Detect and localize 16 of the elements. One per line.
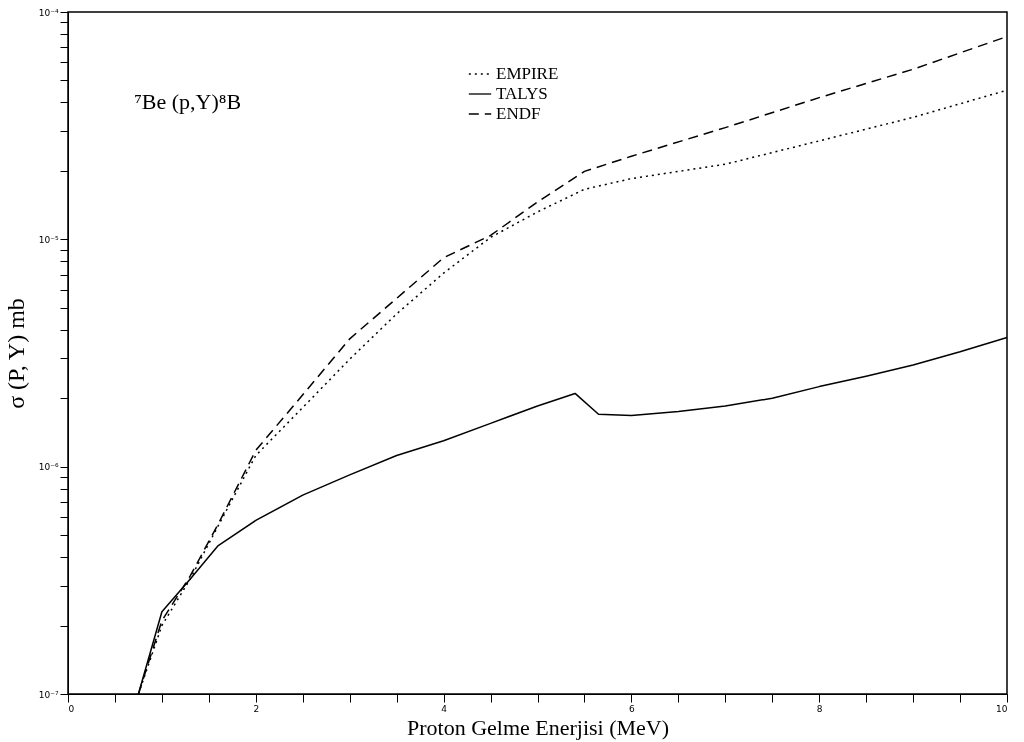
y-tick-label: 10⁻⁶ [38, 462, 59, 473]
x-tick-label: 8 [816, 703, 823, 714]
x-tick-label: 6 [629, 703, 636, 714]
y-tick-label: 10⁻⁴ [38, 7, 59, 18]
x-axis-title: Proton Gelme Enerjisi (MeV) [406, 714, 670, 740]
x-tick-label: 0 [68, 703, 75, 714]
x-tick-label: 2 [253, 703, 260, 714]
legend-label: TALYS [496, 84, 548, 103]
x-tick-label: 4 [441, 703, 448, 714]
y-tick-label: 10⁻⁷ [38, 689, 59, 700]
legend-label: EMPIRE [496, 64, 559, 83]
x-tick-label: 10 [996, 703, 1008, 714]
legend-label: ENDF [496, 104, 541, 123]
y-axis-title: σ (P, Y) mb [2, 298, 29, 409]
y-tick-label: 10⁻⁵ [38, 234, 59, 245]
text: ⁷Be (p,Y)⁸B [134, 89, 242, 114]
